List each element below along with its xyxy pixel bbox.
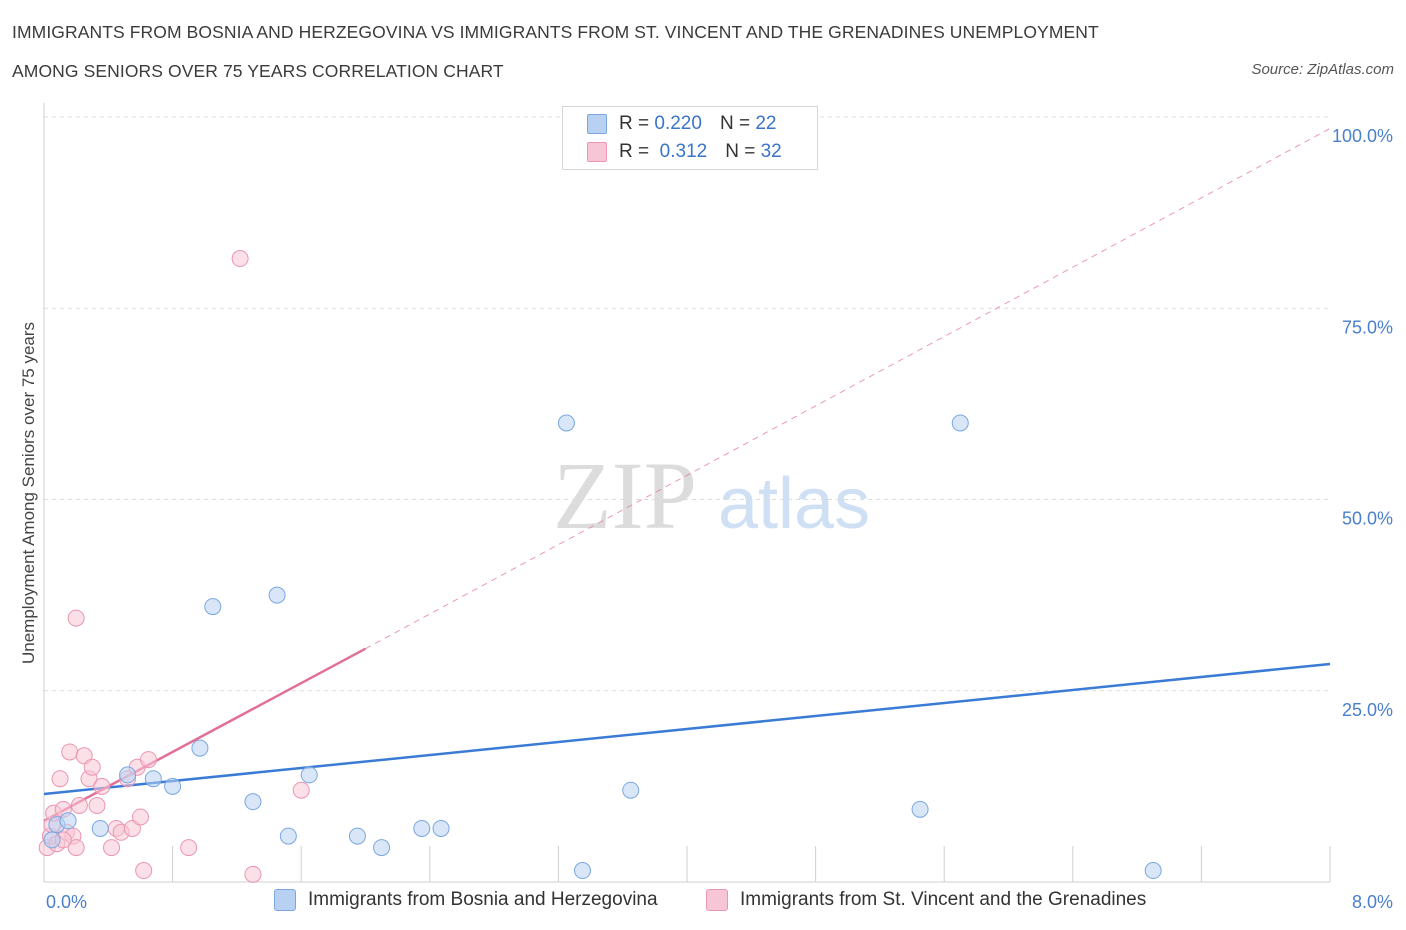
data-points [38,250,1162,883]
y-axis-label: Unemployment Among Seniors over 75 years [19,322,38,664]
data-point-st-vincent [67,839,85,857]
bottom-legend-label-2: Immigrants from St. Vincent and the Gren… [740,889,1147,910]
y-tick-label: 75.0% [1342,317,1393,337]
data-point-st-vincent [61,743,79,761]
data-point-bosnia [300,766,318,784]
trend-line-st-vincent-projected [365,128,1331,650]
data-point-bosnia [622,781,640,799]
data-point-st-vincent [244,865,262,883]
trend-line-st-vincent [43,647,367,822]
data-point-st-vincent [135,862,153,880]
data-point-bosnia [951,414,969,432]
legend-swatch-pink [706,889,728,911]
data-point-bosnia [191,739,209,757]
data-point-bosnia [59,812,77,830]
legend-n-value: 32 [760,141,782,162]
data-point-bosnia [413,819,431,837]
legend-n-value: 22 [755,113,777,134]
axes [43,103,1331,883]
data-point-bosnia [373,839,391,857]
data-point-bosnia [1144,862,1162,880]
legend-r-label: R = [619,113,650,134]
legend-r-value: 0.312 [659,141,708,162]
correlation-legend: R = 0.220 N = 22 R = 0.312 N = 32 [562,106,818,170]
data-point-st-vincent [131,808,149,826]
data-point-bosnia [91,819,109,837]
bottom-legend-series-2: Immigrants from St. Vincent and the Gren… [706,889,1146,911]
chart-title-line-1: IMMIGRANTS FROM BOSNIA AND HERZEGOVINA V… [12,22,1099,42]
watermark-zip: ZIP [553,442,697,549]
bottom-legend-label-1: Immigrants from Bosnia and Herzegovina [308,889,658,910]
data-point-bosnia [574,862,592,880]
data-point-st-vincent [83,758,101,776]
data-point-st-vincent [88,797,106,814]
data-point-st-vincent [70,797,88,814]
data-point-st-vincent [231,250,249,268]
data-point-bosnia [144,770,162,788]
x-tick-label: 0.0% [46,892,87,912]
data-point-st-vincent [292,781,310,799]
watermark-atlas: atlas [718,464,870,544]
y-tick-label: 100.0% [1332,126,1393,146]
data-point-st-vincent [180,839,198,857]
y-tick-label: 25.0% [1342,700,1393,720]
data-point-st-vincent [139,751,157,769]
data-point-bosnia [119,766,137,784]
data-point-bosnia [204,598,222,616]
chart-title-line-2: AMONG SENIORS OVER 75 YEARS CORRELATION … [12,61,504,81]
legend-n-label: N = [719,113,751,134]
legend-swatch-blue [587,114,607,134]
bottom-legend-series-1: Immigrants from Bosnia and Herzegovina [274,889,658,911]
data-point-bosnia [911,800,929,818]
data-point-bosnia [557,414,575,432]
data-point-bosnia [164,777,182,795]
gridlines [44,116,1330,692]
data-point-bosnia [268,586,286,604]
data-point-st-vincent [51,770,69,788]
data-point-bosnia [279,827,297,845]
x-tick-label: 8.0% [1352,892,1393,912]
data-point-st-vincent [93,777,111,795]
y-tick-label: 50.0% [1342,509,1393,529]
legend-swatch-blue [274,889,296,911]
data-point-st-vincent [67,609,85,627]
legend-n-label: N = [725,141,756,162]
data-point-st-vincent [103,839,121,857]
legend-swatch-pink [587,142,607,162]
data-point-bosnia [43,831,61,849]
legend-r-label: R = [619,141,650,162]
legend-r-value: 0.220 [654,113,702,134]
legend-row-series-2: R = 0.312 N = 32 [587,139,782,165]
data-point-bosnia [244,793,262,811]
tick-labels: 25.0% 50.0% 75.0% 100.0% 0.0% 8.0% [46,126,1393,912]
trend-line-bosnia [43,662,1331,796]
data-point-bosnia [348,827,366,845]
source-label: Source: ZipAtlas.com [1251,61,1394,78]
data-point-bosnia [432,819,450,837]
legend-row-series-1: R = 0.220 N = 22 [587,111,776,137]
